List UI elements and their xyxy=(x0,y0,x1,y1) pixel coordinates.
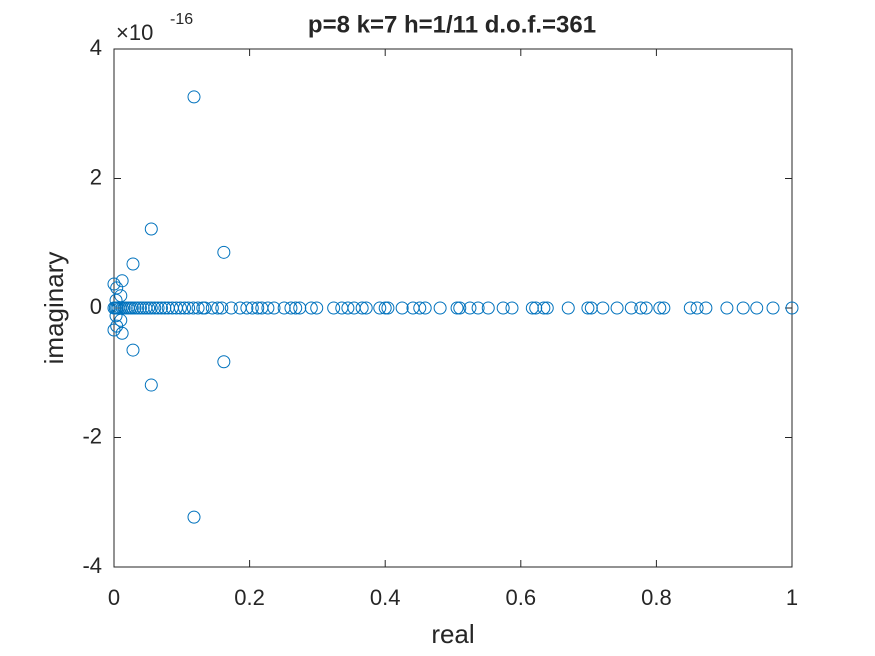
point xyxy=(173,301,187,315)
y-tick-label: -2 xyxy=(82,423,102,448)
point xyxy=(378,301,392,315)
point xyxy=(114,313,128,327)
point xyxy=(561,301,575,315)
y-exponent-power: -16 xyxy=(170,11,193,28)
point xyxy=(699,301,713,315)
point xyxy=(178,301,192,315)
point xyxy=(634,301,648,315)
point xyxy=(109,309,123,323)
y-exponent-base: ×10 xyxy=(116,20,153,45)
point xyxy=(453,301,467,315)
point xyxy=(142,301,156,315)
point xyxy=(471,301,485,315)
point xyxy=(463,301,477,315)
point xyxy=(395,301,409,315)
x-tick-label: 1 xyxy=(786,585,798,610)
point xyxy=(245,301,259,315)
point xyxy=(217,245,231,259)
point xyxy=(154,301,168,315)
point xyxy=(126,343,140,357)
point xyxy=(125,301,139,315)
point xyxy=(690,301,704,315)
point xyxy=(144,301,158,315)
point xyxy=(289,301,303,315)
point xyxy=(450,301,464,315)
point xyxy=(341,301,355,315)
chart-title: p=8 k=7 h=1/11 d.o.f.=361 xyxy=(308,11,596,38)
point xyxy=(217,355,231,369)
point xyxy=(126,257,140,271)
point xyxy=(114,289,128,303)
point xyxy=(657,301,671,315)
x-tick-label: 0.6 xyxy=(506,585,537,610)
point xyxy=(182,301,196,315)
point xyxy=(373,301,387,315)
point xyxy=(144,378,158,392)
x-tick-label: 0.4 xyxy=(370,585,401,610)
point xyxy=(496,301,510,315)
point xyxy=(187,90,201,104)
y-tick-label: -4 xyxy=(82,553,102,578)
point xyxy=(109,293,123,307)
x-axis-label: real xyxy=(431,619,474,649)
point xyxy=(198,301,212,315)
point xyxy=(537,301,551,315)
point xyxy=(624,301,638,315)
point xyxy=(205,301,219,315)
x-tick-label: 0.8 xyxy=(641,585,672,610)
point xyxy=(381,301,395,315)
y-tick-label: 0 xyxy=(90,294,102,319)
point xyxy=(418,301,432,315)
point xyxy=(505,301,519,315)
point xyxy=(191,301,205,315)
point xyxy=(148,301,162,315)
y-tick-label: 4 xyxy=(90,35,102,60)
point xyxy=(240,301,254,315)
point xyxy=(310,301,324,315)
point xyxy=(433,301,447,315)
point xyxy=(639,301,653,315)
point xyxy=(131,301,145,315)
point xyxy=(187,510,201,524)
point xyxy=(540,301,554,315)
point xyxy=(581,301,595,315)
point xyxy=(720,301,734,315)
point xyxy=(107,323,121,337)
point xyxy=(144,222,158,236)
point xyxy=(224,301,238,315)
point xyxy=(128,301,142,315)
point xyxy=(267,301,281,315)
y-tick-label: 2 xyxy=(90,164,102,189)
point xyxy=(304,301,318,315)
point xyxy=(683,301,697,315)
point xyxy=(261,301,275,315)
point xyxy=(785,301,799,315)
point xyxy=(596,301,610,315)
point xyxy=(750,301,764,315)
y-axis-label: imaginary xyxy=(39,252,69,365)
point xyxy=(610,301,624,315)
point xyxy=(736,301,750,315)
x-tick-label: 0.2 xyxy=(234,585,265,610)
point xyxy=(327,301,341,315)
x-tick-label: 0 xyxy=(108,585,120,610)
point xyxy=(215,301,229,315)
point xyxy=(107,277,121,291)
point xyxy=(284,301,298,315)
point xyxy=(481,301,495,315)
point xyxy=(413,301,427,315)
point xyxy=(133,301,147,315)
point xyxy=(359,301,373,315)
point xyxy=(211,301,225,315)
point xyxy=(355,301,369,315)
point xyxy=(251,301,265,315)
point xyxy=(151,301,165,315)
point xyxy=(766,301,780,315)
point xyxy=(653,301,667,315)
